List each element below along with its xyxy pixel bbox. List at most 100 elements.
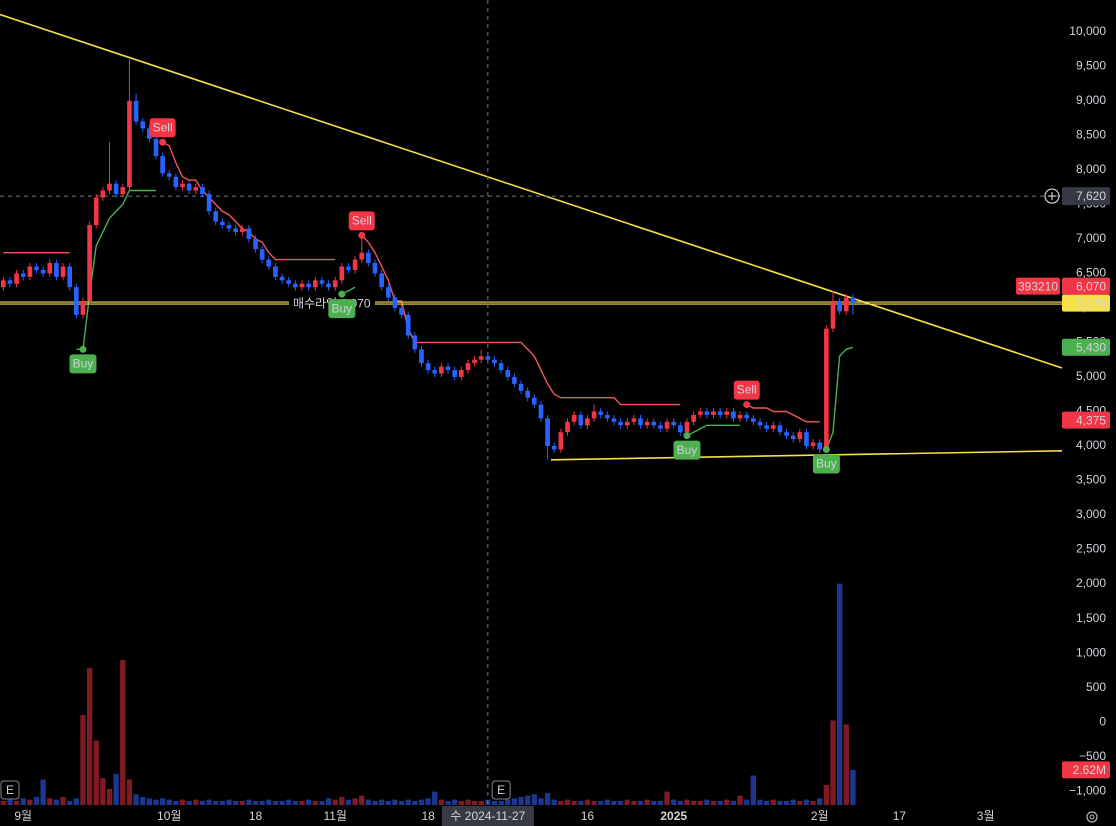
volume-bar	[292, 800, 299, 805]
volume-bar	[644, 799, 650, 805]
volume-bar	[339, 796, 345, 805]
candle-body	[551, 445, 557, 450]
candle-body	[425, 363, 431, 371]
volume-bar	[13, 800, 20, 805]
candle-body	[850, 297, 856, 304]
candle-body	[246, 228, 252, 239]
volume-bar	[133, 794, 139, 805]
volume-bar	[53, 799, 60, 805]
crosshair-price-bg	[1062, 187, 1110, 206]
volume-bar	[359, 795, 365, 805]
candle-body	[279, 276, 285, 281]
volume-bar	[299, 800, 305, 805]
volume-bar	[438, 799, 445, 805]
volume-bar	[206, 799, 212, 805]
volume-bar	[518, 796, 524, 805]
candle-body	[452, 370, 457, 377]
candle-body	[352, 259, 358, 270]
candle-body	[186, 183, 192, 191]
candle-body	[366, 252, 371, 264]
volume-bar	[140, 796, 146, 805]
volume-bar	[836, 583, 843, 805]
candle-body	[664, 421, 670, 429]
candle-body	[233, 228, 238, 232]
price-badge	[1062, 338, 1110, 356]
volume-bar	[385, 800, 391, 805]
candle-body	[518, 383, 524, 391]
volume-bar	[830, 720, 836, 805]
candle-body	[147, 128, 152, 139]
settings-icon-core	[1089, 814, 1095, 820]
candle-body	[372, 263, 378, 274]
candle-body	[538, 404, 544, 419]
y-tick-label: 6,500	[1076, 266, 1106, 280]
price-badge-label: 6,070	[1076, 296, 1106, 310]
volume-bar	[86, 668, 93, 805]
candle-body	[764, 425, 769, 429]
y-tick-label: 7,000	[1076, 231, 1106, 245]
volume-bar	[113, 774, 119, 805]
candle-body	[512, 376, 517, 384]
price-badge	[1062, 277, 1110, 295]
candle-body	[458, 370, 464, 377]
x-tick-label: 3월	[977, 809, 995, 823]
candle-body	[273, 266, 278, 277]
volume-bar	[73, 798, 79, 805]
volume-bar	[0, 800, 6, 805]
volume-bar	[584, 799, 591, 805]
signal-dot	[743, 401, 751, 409]
volume-bar	[511, 798, 518, 805]
volume-bar	[558, 800, 564, 805]
candle-body	[644, 421, 650, 426]
candle-body	[624, 421, 630, 426]
volume-bar	[598, 800, 604, 805]
candle-body	[751, 418, 756, 422]
signal-box	[328, 299, 356, 319]
signal-label: Sell	[737, 383, 757, 397]
x-tick-label: 9월	[14, 809, 32, 823]
volume-bar	[312, 800, 318, 805]
candle-body	[412, 335, 418, 350]
volume-bar	[27, 799, 33, 805]
y-tick-label: −1,000	[1069, 783, 1106, 797]
x-tick-label: 11월	[323, 809, 347, 823]
y-tick-label: 2,500	[1076, 542, 1106, 556]
candle-body	[140, 121, 146, 129]
volume-bar	[186, 800, 192, 805]
candle-body	[605, 414, 610, 419]
candle-body	[74, 287, 79, 315]
volume-bar	[538, 798, 544, 805]
volume-bar	[226, 799, 232, 805]
candle-body	[93, 197, 99, 226]
candle-body	[206, 194, 212, 212]
volume-bar	[166, 799, 172, 805]
candle-body	[379, 273, 384, 288]
volume-bar	[179, 799, 186, 805]
volume-bar	[604, 799, 610, 805]
volume-bar	[325, 798, 332, 805]
settings-icon[interactable]	[1086, 811, 1098, 823]
candle-body	[153, 138, 159, 157]
volume-bar	[286, 799, 292, 805]
price-badge-label: 2.62M	[1073, 763, 1106, 777]
candle-body	[724, 411, 730, 415]
candle-body	[133, 100, 139, 122]
candle-body	[385, 287, 391, 298]
volume-bar	[259, 800, 265, 805]
candle-body	[678, 425, 683, 433]
y-tick-label: 5,000	[1076, 369, 1106, 383]
volume-bar	[93, 740, 99, 805]
candle-body	[47, 263, 53, 274]
signal-dot	[358, 231, 366, 239]
x-tick-label: 17	[893, 809, 907, 823]
add-alert-icon[interactable]	[1044, 188, 1060, 204]
y-tick-label: 3,500	[1076, 473, 1106, 487]
volume-bar	[365, 799, 372, 805]
volume-bar	[823, 784, 830, 805]
candle-body	[711, 411, 716, 415]
volume-bar	[332, 799, 338, 805]
y-tick-label: 8,500	[1076, 127, 1106, 141]
candle-body	[571, 414, 577, 422]
candle-body	[339, 266, 345, 281]
